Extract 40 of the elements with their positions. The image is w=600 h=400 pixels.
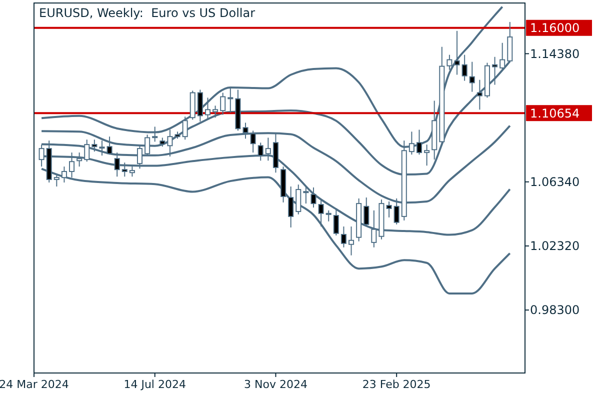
candlestick: [182, 116, 188, 140]
x-tick-label: 24 Mar 2024: [0, 378, 69, 391]
candlestick: [310, 186, 316, 208]
x-tick-label: 14 Jul 2024: [124, 378, 186, 391]
ref-line-label: 1.10654: [530, 106, 580, 120]
candlestick: [197, 89, 203, 122]
candlestick: [122, 162, 128, 178]
candlestick: [296, 184, 302, 215]
candlestick: [220, 92, 226, 116]
y-tick-label: 1.02320: [530, 239, 580, 254]
candlestick: [288, 186, 294, 228]
candlestick: [454, 30, 460, 76]
candlestick: [318, 199, 324, 227]
candlestick: [152, 126, 158, 142]
x-tick-label: 23 Feb 2025: [362, 378, 431, 391]
candlestick: [204, 97, 211, 120]
candlestick: [340, 226, 346, 248]
ref-line-label: 1.16000: [530, 21, 580, 36]
candlestick: [364, 196, 370, 226]
candlestick: [348, 226, 354, 256]
chart-title: EURUSD, Weekly: Euro vs US Dollar: [39, 6, 256, 20]
candlestick: [446, 54, 452, 70]
candlestick: [476, 79, 482, 110]
candlestick: [54, 174, 60, 187]
candlestick: [303, 185, 309, 204]
candlestick: [106, 136, 112, 156]
candlestick: [326, 210, 332, 222]
candlestick: [212, 105, 218, 118]
candlestick: [129, 166, 135, 178]
y-tick-label: 1.06340: [530, 175, 580, 190]
candlestick: [250, 130, 256, 154]
candlestick: [92, 139, 98, 152]
candlestick: [99, 140, 105, 156]
y-tick-label: 0.98300: [530, 303, 580, 318]
candlestick: [424, 144, 430, 166]
x-tick-label: 3 Nov 2024: [244, 378, 308, 391]
candlestick: [469, 61, 475, 92]
candlestick: [462, 54, 468, 82]
candlestick: [228, 87, 234, 114]
y-tick-label: 1.14380: [530, 46, 580, 61]
